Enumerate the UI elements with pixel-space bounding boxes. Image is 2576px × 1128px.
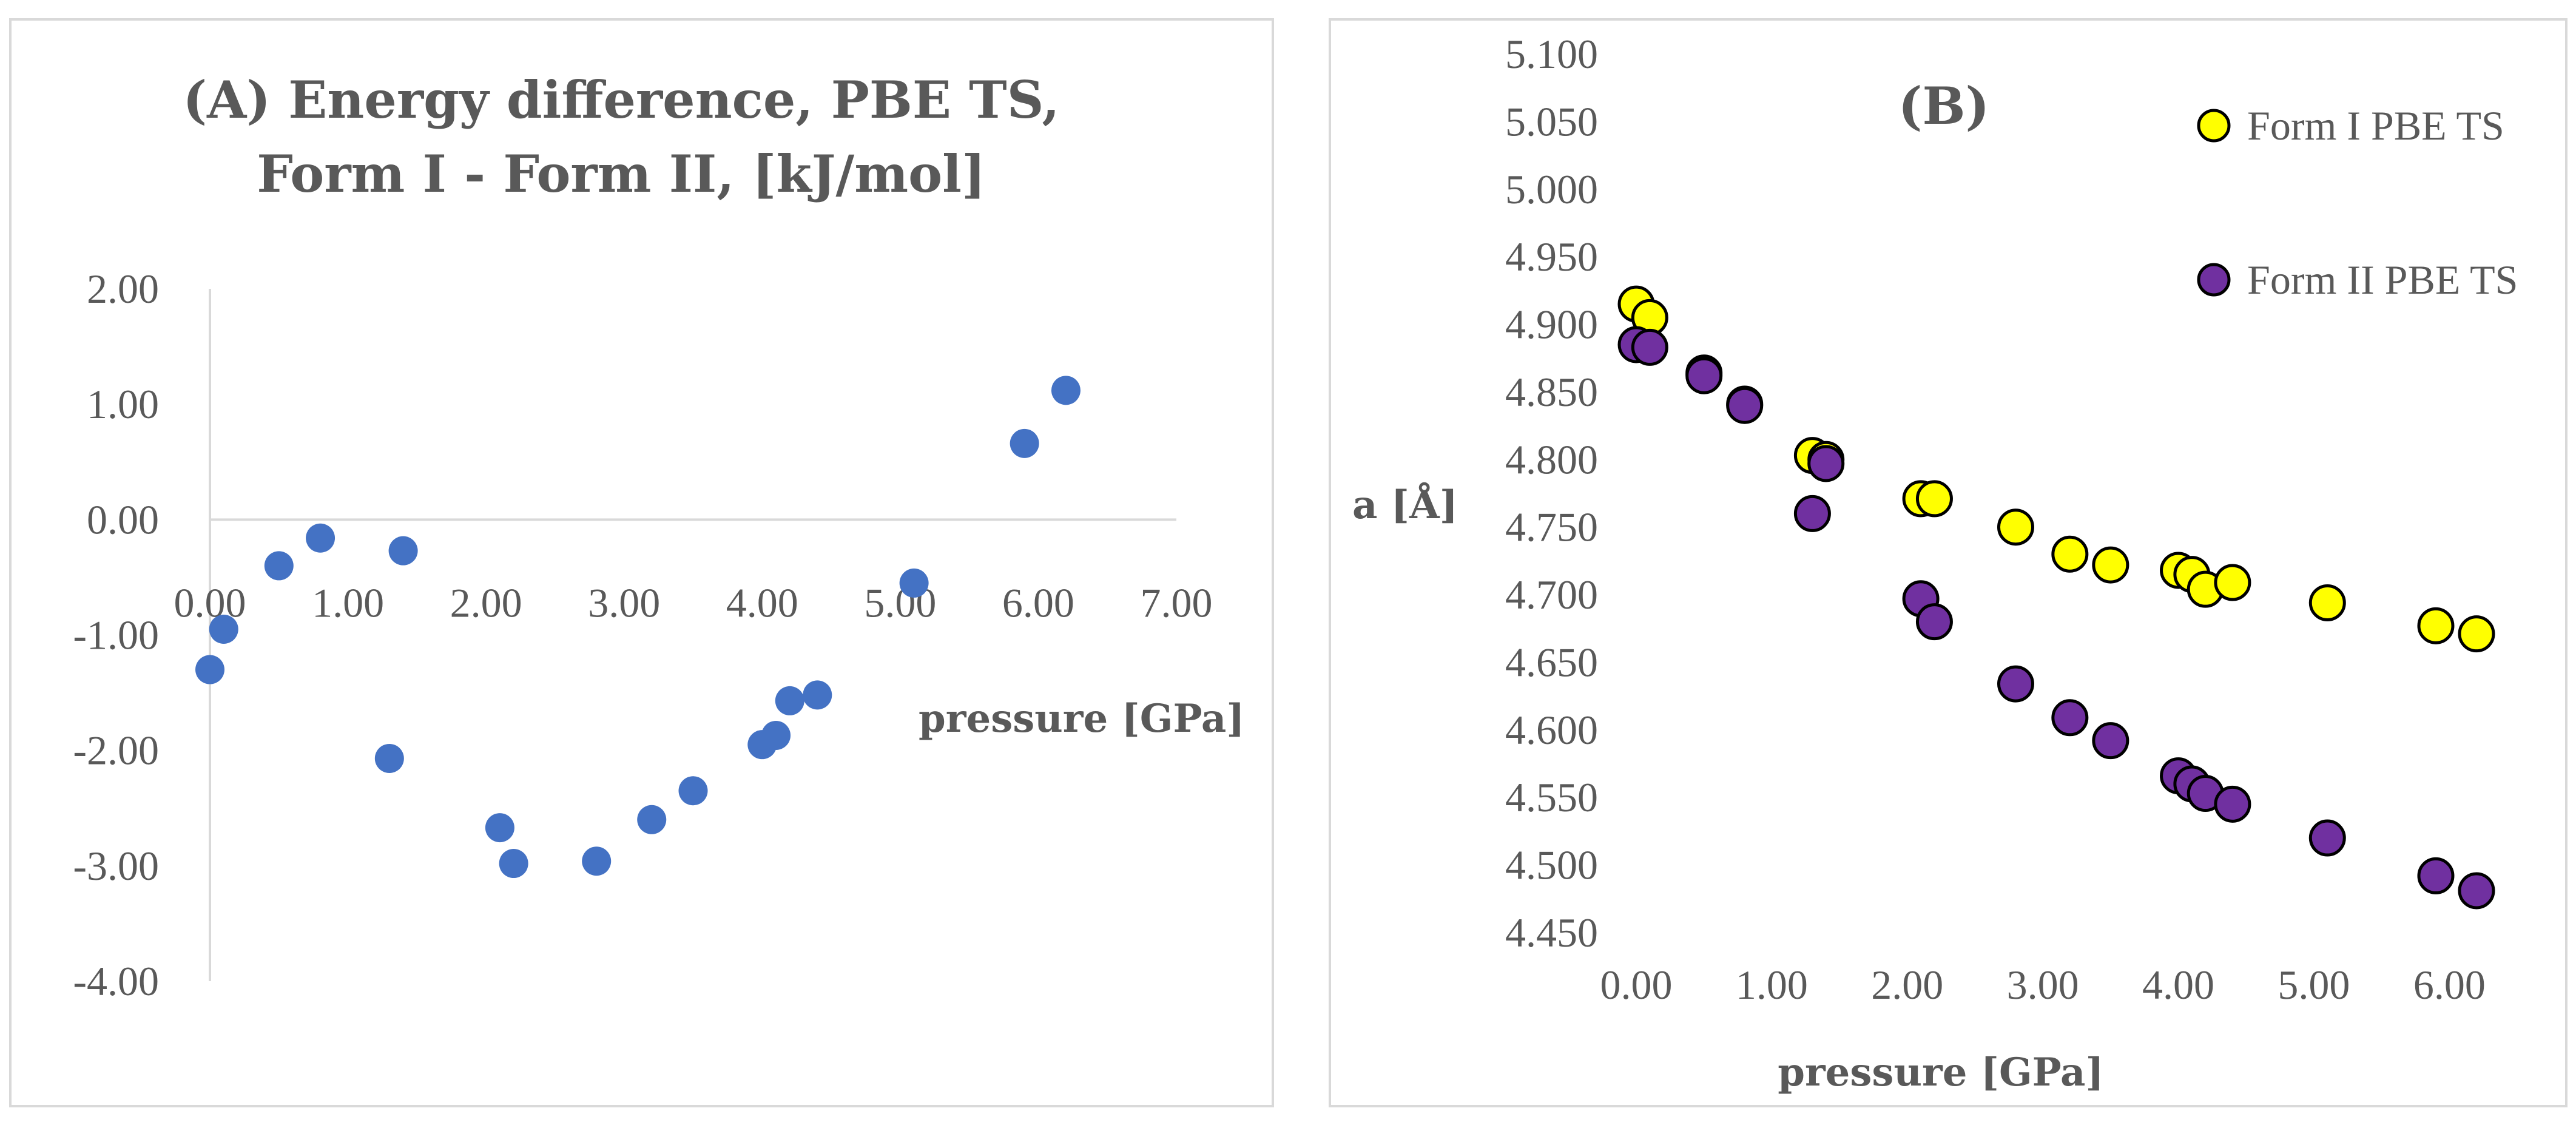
data-point <box>2092 546 2129 584</box>
y-tick-label: 5.050 <box>1505 98 1598 144</box>
y-tick-label: 5.100 <box>1505 31 1598 77</box>
y-tick-label: -2.00 <box>73 728 159 774</box>
data-point <box>1010 428 1039 458</box>
data-point <box>2051 535 2089 573</box>
data-point <box>485 813 514 843</box>
data-point <box>264 551 294 581</box>
legend-marker <box>2197 109 2231 143</box>
data-point <box>374 743 404 773</box>
x-axis-title: pressure [GPa] <box>1778 1050 2104 1095</box>
data-point <box>775 686 804 715</box>
data-point <box>2214 785 2251 823</box>
chart-title: (B) <box>1898 76 1990 136</box>
y-tick-label: -1.00 <box>73 612 159 658</box>
x-tick-label: 1.00 <box>312 579 384 626</box>
data-point <box>1997 508 2034 546</box>
data-point <box>1915 603 1953 641</box>
data-point <box>1807 445 1845 482</box>
x-tick-label: 5.00 <box>2278 962 2350 1008</box>
data-point <box>2417 857 2455 894</box>
y-tick-label: 5.000 <box>1505 166 1598 212</box>
data-point <box>499 849 528 879</box>
chart-title-line-2: Form I - Form II, [kJ/mol] <box>257 144 986 204</box>
data-point <box>306 523 335 553</box>
data-point <box>2458 872 2495 910</box>
chart-panel-a: (A) Energy difference, PBE TS, Form I - F… <box>9 18 1274 1107</box>
y-tick-label: -4.00 <box>73 958 159 1004</box>
data-point <box>1685 357 1723 394</box>
y-tick-label: -3.00 <box>73 843 159 889</box>
data-point <box>2308 819 2346 857</box>
data-point <box>195 655 224 684</box>
data-point <box>2308 584 2346 621</box>
y-tick-label: 4.950 <box>1505 234 1598 280</box>
y-tick-label: 4.700 <box>1505 572 1598 618</box>
data-point <box>209 614 238 644</box>
x-tick-label: 4.00 <box>2142 962 2214 1008</box>
data-point <box>678 776 708 806</box>
legend-label: Form II PBE TS <box>2247 257 2518 303</box>
x-tick-label: 4.00 <box>726 579 798 626</box>
data-point <box>2051 699 2089 737</box>
data-point <box>2214 564 2251 601</box>
y-axis-title: a [Å] <box>1352 482 1458 528</box>
y-tick-label: 2.00 <box>87 266 159 312</box>
chart-panel-b: (B) 5.100 5.050 5.000 4.950 4.900 4.850 4.800 4.… <box>1329 18 2568 1107</box>
chart-title-line-1: (A) Energy difference, PBE TS, <box>183 70 1059 130</box>
y-tick-label: 4.650 <box>1505 639 1598 685</box>
lattice-parameter-chart: (B) 5.100 5.050 5.000 4.950 4.900 4.850 4.800 4.… <box>1352 31 2518 1095</box>
x-axis-title: pressure [GPa] <box>919 696 1245 741</box>
data-point <box>2417 607 2455 644</box>
y-tick-label: 4.850 <box>1505 369 1598 415</box>
x-tick-label: 1.00 <box>1736 962 1808 1008</box>
data-point <box>2458 615 2495 653</box>
y-tick-label: 4.600 <box>1505 707 1598 753</box>
y-tick-label: 4.550 <box>1505 774 1598 820</box>
data-point <box>582 846 612 876</box>
x-tick-label: 3.00 <box>2007 962 2079 1008</box>
y-tick-label: 4.900 <box>1505 302 1598 348</box>
data-point <box>761 720 791 750</box>
y-tick-label: 4.750 <box>1505 504 1598 550</box>
x-tick-label: 2.00 <box>450 579 522 626</box>
y-tick-label: 4.450 <box>1505 910 1598 956</box>
data-point <box>1793 495 1831 532</box>
x-tick-label: 7.00 <box>1141 579 1213 626</box>
data-point <box>1915 480 1953 518</box>
legend-marker <box>2197 263 2231 297</box>
data-point <box>1631 328 1668 366</box>
x-tick-label: 6.00 <box>2413 962 2486 1008</box>
x-tick-label: 6.00 <box>1002 579 1074 626</box>
x-tick-label: 2.00 <box>1871 962 1943 1008</box>
y-tick-label: 1.00 <box>87 381 159 427</box>
data-point <box>803 680 832 710</box>
data-point <box>1997 665 2034 703</box>
y-tick-label: 4.800 <box>1505 436 1598 482</box>
energy-difference-chart: (A) Energy difference, PBE TS, Form I - F… <box>73 70 1245 1004</box>
data-point <box>1051 376 1081 405</box>
data-point <box>899 568 929 598</box>
legend-label: Form I PBE TS <box>2247 103 2504 149</box>
x-tick-label: 3.00 <box>588 579 660 626</box>
y-tick-label: 0.00 <box>87 496 159 542</box>
data-point <box>2092 722 2129 760</box>
data-point <box>1726 387 1764 424</box>
data-point <box>388 536 418 566</box>
x-tick-label: 0.00 <box>1600 962 1673 1008</box>
y-tick-label: 4.500 <box>1505 842 1598 888</box>
data-point <box>637 805 667 834</box>
x-tick-label: 0.00 <box>174 579 246 626</box>
